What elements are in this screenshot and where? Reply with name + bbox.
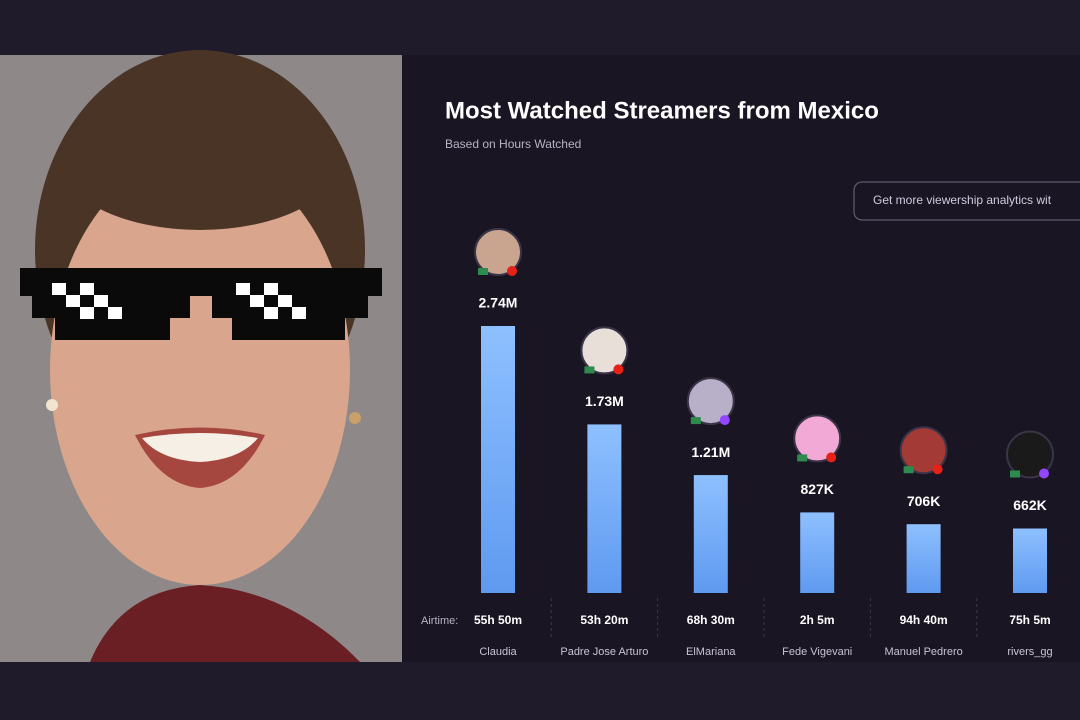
airtime: 94h 40m	[900, 613, 948, 627]
bar	[1013, 528, 1047, 593]
x-tick-label: Fede Vigevani	[782, 646, 852, 658]
flag	[1010, 470, 1020, 478]
airtime: 53h 20m	[580, 613, 628, 627]
flag	[584, 366, 595, 374]
analytics-button[interactable]: Get more viewership analytics wit	[873, 193, 1052, 207]
chart-subtitle: Based on Hours Watched	[445, 137, 581, 151]
flag	[478, 268, 488, 275]
value-label: 1.73M	[585, 393, 624, 409]
flag	[797, 454, 808, 462]
photo	[0, 50, 402, 662]
avatar	[686, 377, 735, 426]
x-tick-label: rivers_gg	[1007, 646, 1052, 658]
value-label: 706K	[907, 493, 940, 509]
platform-badge	[719, 415, 730, 426]
bar	[800, 512, 835, 593]
platform-badge	[613, 364, 624, 375]
avatar	[1006, 430, 1054, 479]
platform-badge	[826, 452, 837, 463]
bar	[481, 326, 515, 593]
x-tick-label: Claudia	[479, 646, 517, 658]
airtime-label: Airtime:	[421, 615, 458, 627]
value-label: 2.74M	[479, 295, 518, 311]
avatar	[793, 414, 842, 463]
value-label: 827K	[800, 481, 833, 497]
airtime: 68h 30m	[687, 613, 735, 627]
bar	[587, 424, 622, 593]
avatar	[899, 426, 948, 475]
avatar	[474, 228, 522, 276]
platform-badge	[932, 464, 943, 475]
platform-badge	[1039, 468, 1049, 479]
avatar	[580, 326, 629, 375]
frame-bottom	[0, 662, 1080, 720]
flag	[690, 417, 701, 425]
x-tick-label: Padre Jose Arturo	[560, 646, 648, 658]
flag	[903, 466, 914, 474]
x-tick-label: ElMariana	[686, 646, 736, 658]
button-frame	[853, 181, 1080, 221]
airtime: 55h 50m	[474, 613, 522, 627]
chart-panel: Get more viewership analytics wit Most W…	[402, 55, 1080, 662]
bar	[906, 524, 941, 593]
airtime: 2h 5m	[800, 613, 835, 627]
bar	[693, 475, 728, 593]
airtime: 75h 5m	[1009, 613, 1050, 627]
platform-badge	[507, 266, 517, 276]
value-label: 1.21M	[691, 444, 730, 460]
chart-title: Most Watched Streamers from Mexico	[445, 97, 879, 124]
x-tick-label: Manuel Pedrero	[884, 646, 962, 658]
value-label: 662K	[1013, 497, 1046, 513]
